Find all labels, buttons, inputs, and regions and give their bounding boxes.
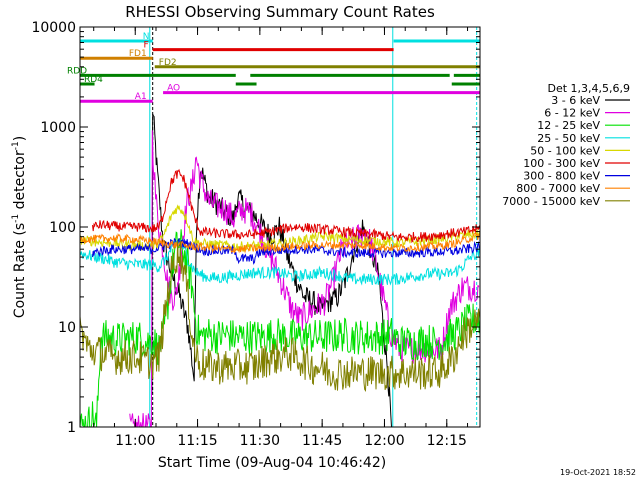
legend-label-6: 300 - 800 keV: [523, 170, 600, 183]
legend-title: Det 1,3,4,5,6,9: [547, 82, 630, 95]
x-tick-label-4: 12:00: [364, 433, 404, 449]
y-axis-label: Count Rate (s-1 detector-1): [11, 136, 28, 318]
flag-label-FD1: FD1: [129, 49, 147, 59]
y-tick-label-1: 10: [58, 320, 76, 336]
flag-label-RD4: RD4: [84, 75, 103, 85]
x-axis-label: Start Time (09-Aug-04 10:46:42): [158, 455, 386, 471]
legend-label-7: 800 - 7000 keV: [516, 182, 600, 195]
y-tick-label-4: 10000: [31, 20, 76, 36]
series-line-5: [92, 168, 480, 244]
flag-label-F: F: [144, 41, 149, 51]
x-tick-label-0: 11:00: [115, 433, 155, 449]
legend-label-3: 25 - 50 keV: [537, 132, 600, 145]
legend-label-5: 100 - 300 keV: [523, 157, 600, 170]
x-tick-label-3: 11:45: [302, 433, 342, 449]
y-tick-label-3: 1000: [40, 120, 76, 136]
legend-label-2: 12 - 25 keV: [537, 119, 600, 132]
legend-label-1: 6 - 12 keV: [544, 107, 600, 120]
flag-label-A1: A1: [135, 92, 147, 102]
series-line-7: [80, 231, 480, 254]
x-tick-label-5: 12:15: [427, 433, 467, 449]
series-line-2: [80, 229, 480, 427]
legend-label-8: 7000 - 15000 keV: [502, 195, 600, 208]
legend-label-0: 3 - 6 keV: [551, 94, 600, 107]
flag-label-FD2: FD2: [159, 58, 177, 68]
series-line-3: [80, 239, 480, 286]
chart-title: RHESSI Observing Summary Count Rates: [125, 3, 435, 21]
y-tick-label-2: 100: [49, 220, 76, 236]
flag-label-RDD: RDD: [67, 66, 87, 76]
series-line-1: [129, 130, 480, 427]
x-tick-label-1: 11:15: [177, 433, 217, 449]
legend-label-4: 50 - 100 keV: [530, 144, 600, 157]
series-line-6: [92, 237, 480, 265]
y-tick-label-0: 1: [67, 420, 76, 436]
footer-timestamp: 19-Oct-2021 18:52: [560, 468, 636, 477]
axis-ticks: 1 10 100 1000 10000 11:00 11:15 11:30 11:45 12:00…: [31, 20, 480, 449]
plot-content: [80, 27, 480, 427]
flag-label-AO: AO: [167, 84, 180, 94]
series-line-8: [80, 240, 480, 392]
flag-label-N: N: [143, 32, 150, 42]
x-tick-label-2: 11:30: [240, 433, 280, 449]
